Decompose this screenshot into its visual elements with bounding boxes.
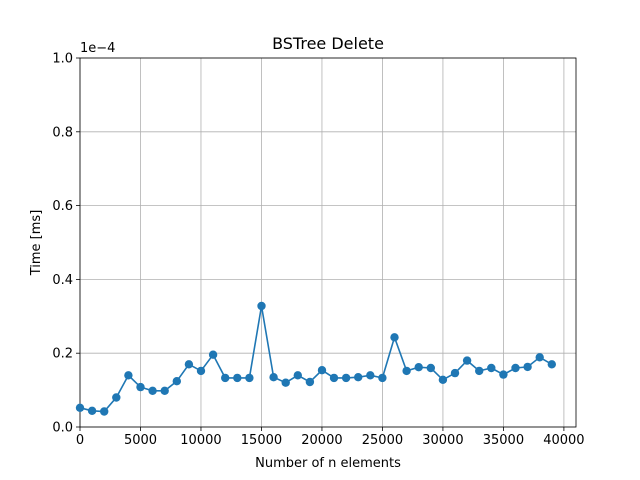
x-tick-label: 25000 [362, 433, 403, 448]
data-point [354, 373, 363, 382]
data-point [414, 363, 423, 372]
data-point [100, 407, 109, 416]
data-point [257, 301, 266, 311]
x-tick-label: 15000 [241, 433, 282, 448]
y-axis-offset-label: 1e−4 [80, 41, 115, 56]
data-point [208, 350, 218, 359]
axis-ticks: 0 5000 10000 15000 20000 25000 30000 35000 40000… [52, 52, 584, 449]
data-point [426, 363, 435, 373]
data-point [269, 373, 278, 382]
y-tick-label: 1.0 [52, 52, 73, 67]
data-point [112, 393, 121, 402]
data-point [233, 373, 242, 383]
data-point [450, 368, 460, 378]
x-tick-label: 5000 [124, 433, 157, 448]
y-axis-label: Time [ms] [29, 210, 44, 277]
y-tick-label: 0.4 [52, 273, 73, 288]
data-point [148, 386, 157, 395]
y-tick-label: 0.2 [52, 347, 73, 362]
y-tick-label: 0.6 [52, 199, 73, 214]
data-point [305, 377, 315, 387]
data-point [317, 366, 327, 375]
data-point [475, 366, 484, 376]
y-tick-label: 0.0 [52, 421, 73, 436]
data-point [366, 371, 375, 380]
chart-title: BSTree Delete [272, 34, 384, 53]
data-point [487, 363, 496, 373]
data-point [293, 371, 302, 380]
data-point [184, 360, 194, 369]
data-point [160, 386, 169, 395]
data-point [124, 371, 133, 380]
data-point [196, 366, 206, 376]
data-point [136, 382, 145, 392]
x-axis-label: Number of n elements [255, 456, 401, 471]
data-point [378, 373, 387, 383]
x-tick-label: 40000 [543, 433, 584, 448]
data-point [221, 373, 230, 383]
x-tick-label: 0 [76, 433, 84, 448]
series-line [79, 305, 553, 413]
x-tick-label: 20000 [301, 433, 342, 448]
data-point [87, 406, 97, 415]
x-tick-label: 30000 [422, 433, 463, 448]
y-tick-label: 0.8 [52, 125, 73, 140]
data-point [511, 363, 520, 373]
data-point [402, 366, 411, 376]
series-layer [75, 301, 556, 416]
data-point [75, 403, 85, 412]
data-point [547, 360, 556, 369]
data-point [281, 378, 290, 387]
x-tick-label: 35000 [483, 433, 524, 448]
data-point [535, 353, 544, 362]
data-point [438, 375, 448, 384]
data-point [245, 373, 254, 383]
data-point [341, 373, 351, 383]
data-point [523, 362, 532, 372]
x-tick-label: 10000 [180, 433, 221, 448]
data-point [172, 377, 181, 386]
grid [79, 57, 576, 428]
data-point [499, 370, 508, 379]
data-point [390, 333, 399, 342]
data-point [329, 373, 339, 383]
data-point [462, 356, 472, 365]
plot-area-frame [79, 57, 577, 428]
